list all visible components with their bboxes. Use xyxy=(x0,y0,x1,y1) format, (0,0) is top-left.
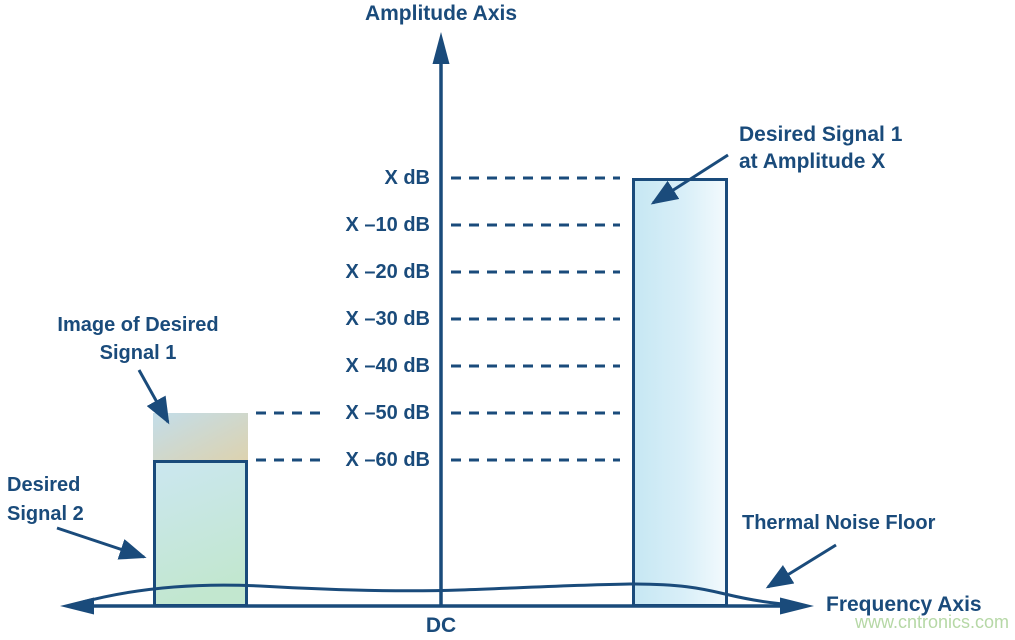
desired-signal2-arrow xyxy=(56,526,147,560)
frequency-axis-title: Frequency Axis xyxy=(826,593,982,616)
desired-signal2-label-line2: Signal 2 xyxy=(7,503,84,525)
image-of-signal1-label: Image of Desired Signal 1 xyxy=(28,311,248,367)
frequency-axis-left-arrowhead xyxy=(60,597,94,615)
image-of-signal1-arrow xyxy=(137,369,170,425)
tick-label-x50db: X –50 dB xyxy=(345,402,430,424)
dc-origin-label: DC xyxy=(425,614,457,637)
desired-signal2-label: Desired Signal 2 xyxy=(7,471,84,529)
annotation-arrows xyxy=(56,153,837,589)
desired-signal1-label-line2: at Amplitude X xyxy=(739,150,886,173)
tick-label-x20db: X –20 dB xyxy=(345,261,430,283)
thermal-noise-floor-label: Thermal Noise Floor xyxy=(742,512,936,534)
tick-label-x30db: X –30 dB xyxy=(345,308,430,330)
tick-label-x40db: X –40 dB xyxy=(345,355,430,377)
desired-signal1-arrow xyxy=(650,153,729,205)
tick-label-x60db: X –60 dB xyxy=(345,449,430,471)
thermal-noise-floor-curve xyxy=(82,582,799,607)
desired-signal1-bar xyxy=(632,178,728,607)
amplitude-axis-title: Amplitude Axis xyxy=(364,2,518,25)
image-of-signal1-label-line2: Signal 1 xyxy=(99,342,177,364)
db-gridlines xyxy=(256,176,620,462)
desired-signal1-label: Desired Signal 1 at Amplitude X xyxy=(739,121,902,175)
tick-label-xdb: X dB xyxy=(384,167,430,189)
watermark-text: www.cntronics.com xyxy=(854,612,1009,632)
desired-signal1-label-line1: Desired Signal 1 xyxy=(739,123,903,146)
desired-signal2-label-line1: Desired xyxy=(7,474,81,496)
desired-signal2-bar xyxy=(153,460,248,607)
image-of-signal1-label-line1: Image of Desired xyxy=(57,314,219,336)
thermal-noise-floor-arrow xyxy=(765,543,837,589)
amplitude-axis-arrowhead xyxy=(432,32,450,64)
tick-label-x10db: X –10 dB xyxy=(345,214,430,236)
frequency-axis-right-arrowhead xyxy=(780,597,814,615)
